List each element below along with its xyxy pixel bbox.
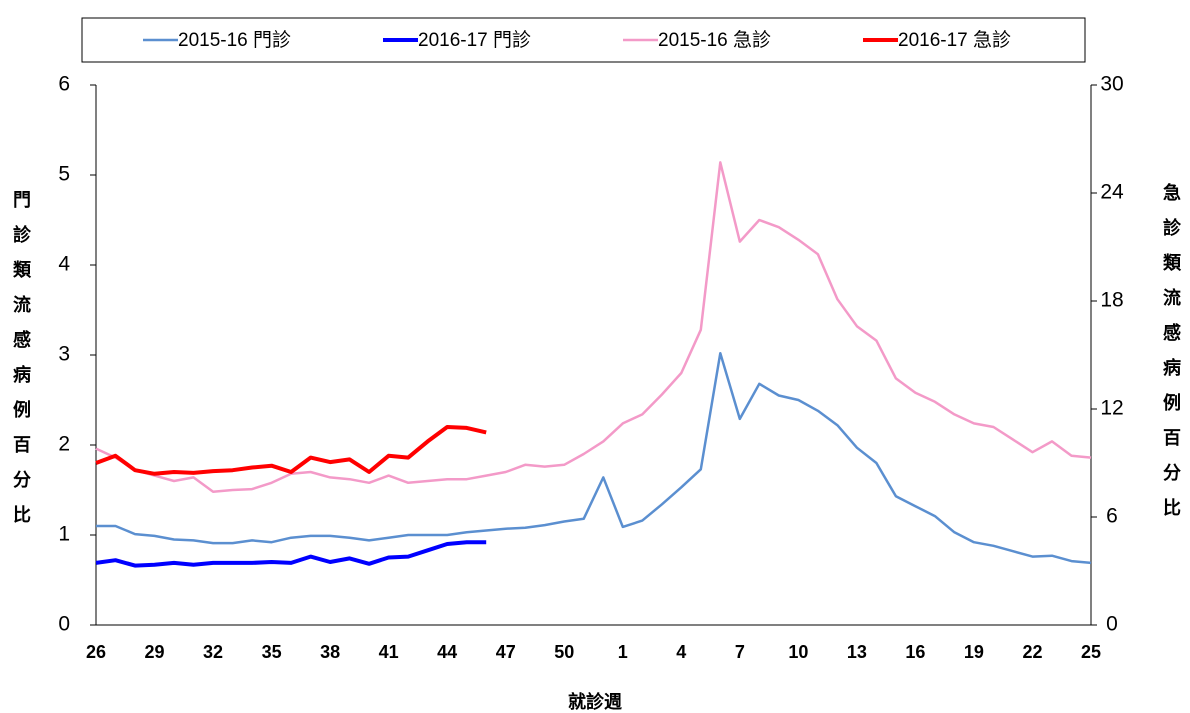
x-tick-label: 19: [964, 642, 984, 662]
series-line: [95, 540, 487, 568]
x-tick-label: 4: [676, 642, 686, 662]
series-line: [95, 161, 1092, 494]
y2-tick-label: 24: [1100, 181, 1124, 204]
x-tick-label: 10: [788, 642, 808, 662]
x-tick-label: 26: [86, 642, 106, 662]
x-tick-label: 13: [847, 642, 867, 662]
y2-tick-label: 30: [1100, 73, 1123, 96]
legend-label: 2015-16 急診: [658, 29, 771, 51]
x-tick-label: 22: [1022, 642, 1042, 662]
legend-label: 2015-16 門診: [178, 29, 291, 51]
y-axis-title: 門診類流感病例百分比: [10, 190, 32, 540]
legend-box: [81, 17, 1086, 63]
y2-axis-title: 急診類流感病例百分比: [1160, 182, 1182, 533]
legend-label: 2016-17 急診: [898, 29, 1011, 51]
y2-tick-label: 18: [1100, 289, 1123, 312]
y2-tick-label: 0: [1106, 613, 1118, 636]
x-tick-label: 1: [618, 642, 628, 662]
x-tick-label: 25: [1081, 642, 1101, 662]
y-tick-label: 5: [58, 163, 70, 186]
series-line: [95, 425, 487, 476]
x-tick-label: 50: [554, 642, 574, 662]
x-tick-label: 16: [905, 642, 925, 662]
y-tick-label: 4: [58, 253, 70, 276]
x-axis-title: 就診週: [568, 691, 622, 713]
y-tick-label: 0: [58, 613, 70, 636]
y-tick-label: 1: [58, 523, 70, 546]
x-tick-label: 32: [203, 642, 223, 662]
x-tick-label: 35: [262, 642, 282, 662]
x-tick-label: 29: [145, 642, 165, 662]
x-tick-label: 38: [320, 642, 340, 662]
x-tick-label: 47: [496, 642, 516, 662]
y2-tick-label: 6: [1106, 505, 1118, 528]
y-tick-label: 3: [58, 343, 70, 366]
x-tick-label: 41: [379, 642, 399, 662]
y-tick-label: 6: [58, 73, 70, 96]
series-line: [96, 351, 1092, 565]
y-tick-label: 2: [58, 433, 70, 456]
legend-label: 2016-17 門診: [418, 29, 531, 51]
x-tick-label: 7: [735, 642, 745, 662]
y2-tick-label: 12: [1100, 397, 1123, 420]
x-tick-label: 44: [437, 642, 457, 662]
